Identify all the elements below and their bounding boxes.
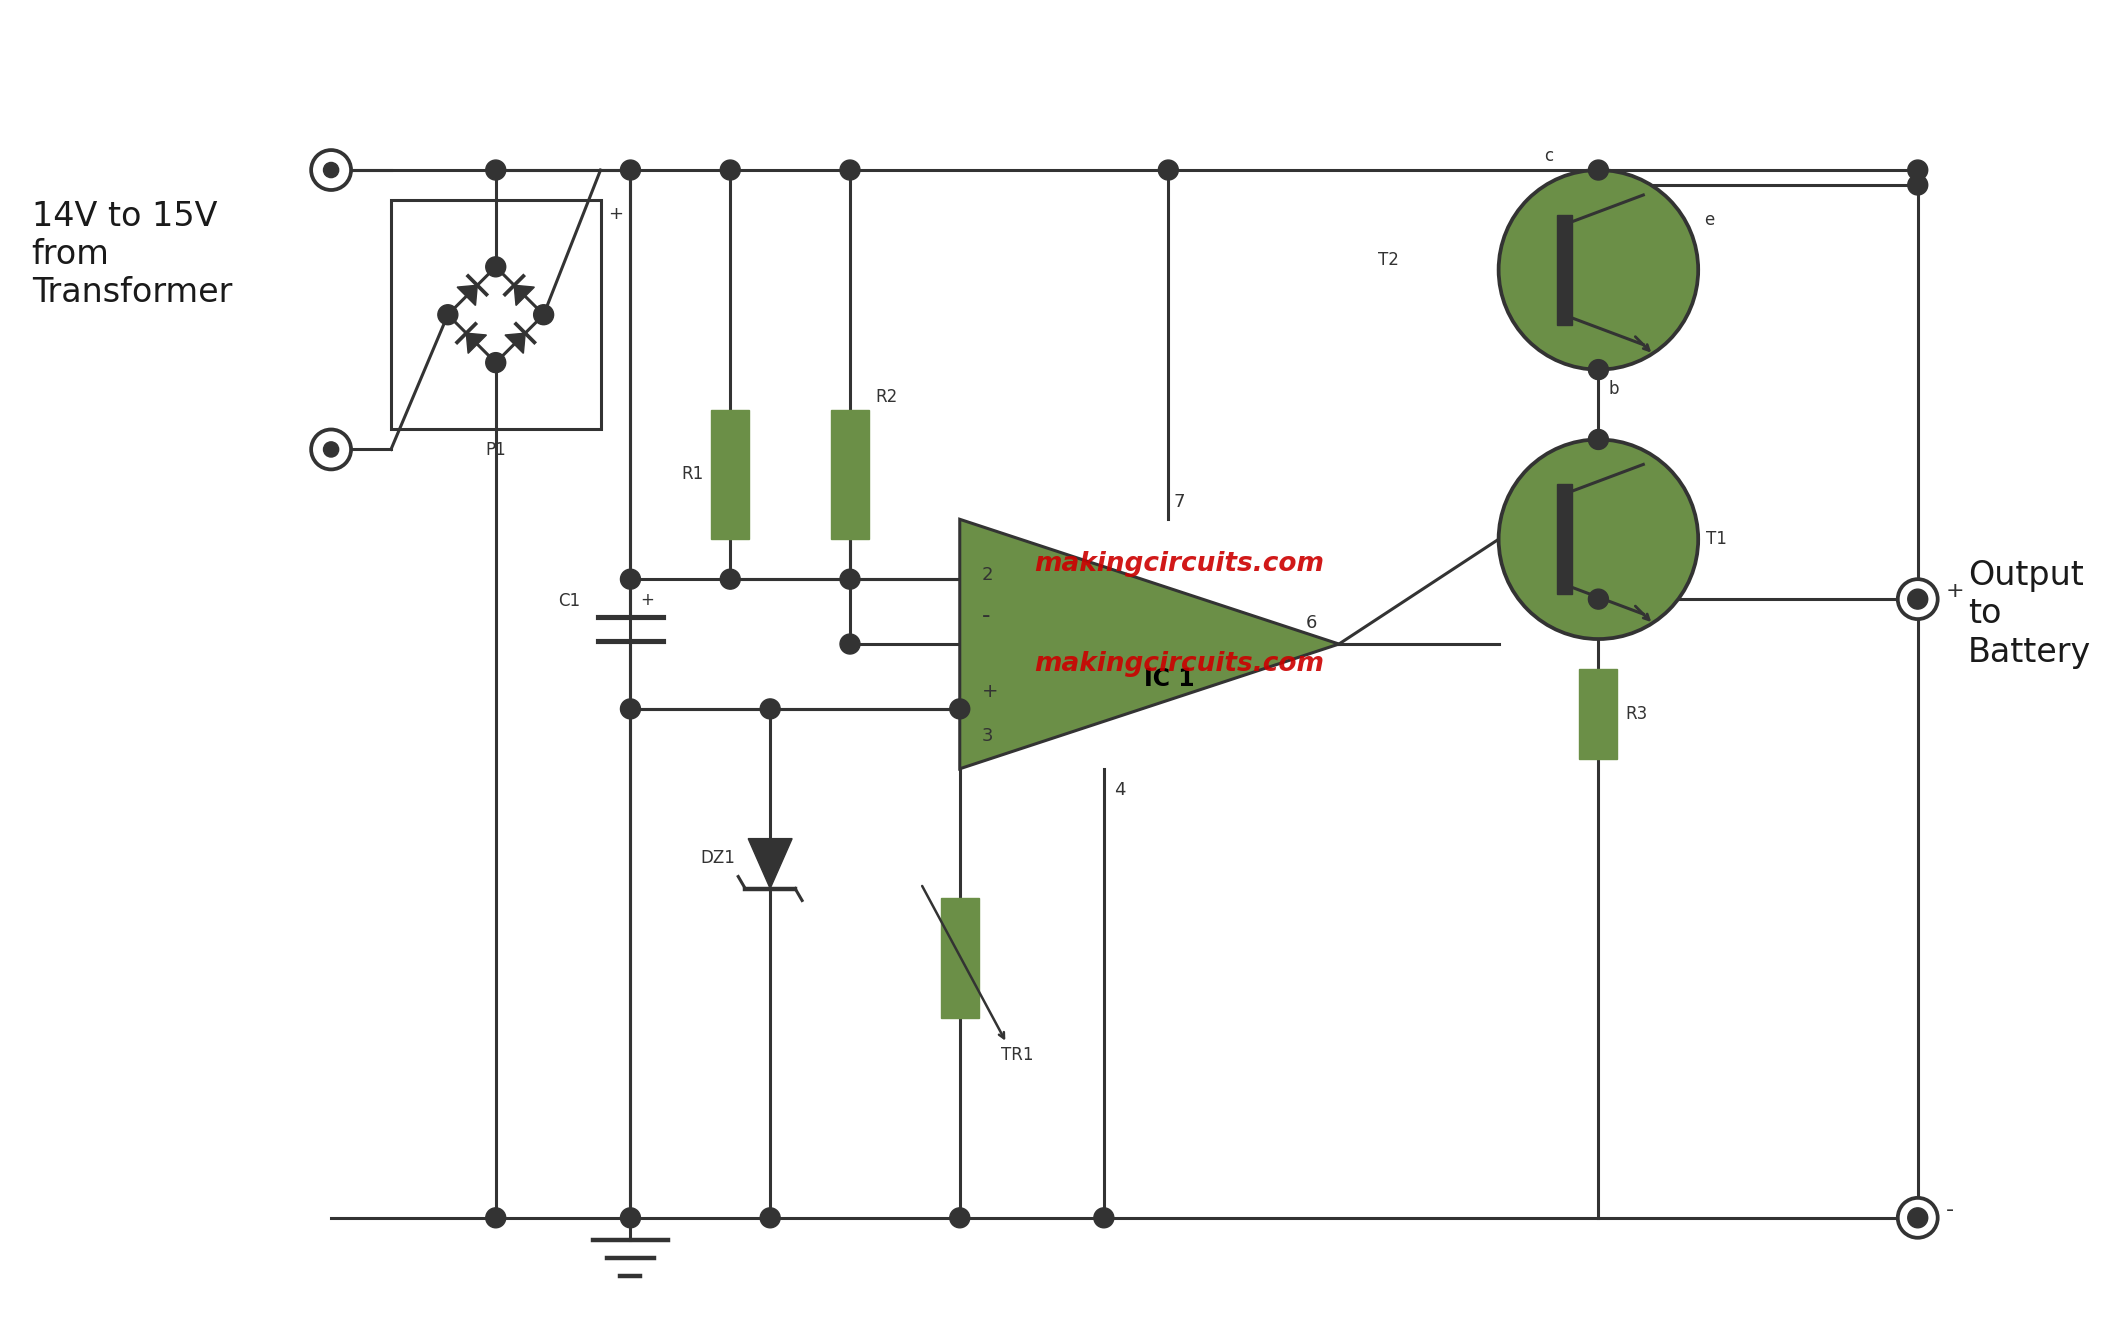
Circle shape	[486, 257, 505, 277]
Text: 7: 7	[1173, 493, 1184, 512]
Bar	[1558, 215, 1572, 324]
Circle shape	[620, 160, 641, 179]
Circle shape	[1589, 430, 1608, 450]
Text: T2: T2	[1377, 251, 1398, 269]
Circle shape	[951, 1208, 970, 1228]
Text: 3: 3	[982, 727, 993, 745]
Circle shape	[840, 160, 859, 179]
Text: +: +	[1946, 582, 1965, 601]
Circle shape	[437, 305, 458, 324]
Text: R3: R3	[1625, 704, 1647, 723]
Text: makingcircuits.com: makingcircuits.com	[1033, 551, 1324, 578]
Text: 14V to 15V
from
Transformer: 14V to 15V from Transformer	[32, 200, 231, 310]
Polygon shape	[467, 334, 486, 353]
Circle shape	[323, 162, 340, 178]
Circle shape	[1908, 160, 1927, 179]
Text: c: c	[1545, 146, 1553, 165]
Circle shape	[1897, 1198, 1937, 1237]
Text: T1: T1	[1706, 530, 1727, 549]
Circle shape	[323, 442, 340, 456]
Text: P1: P1	[486, 442, 507, 459]
Polygon shape	[959, 520, 1339, 769]
Circle shape	[1093, 1208, 1114, 1228]
Text: 4: 4	[1114, 781, 1125, 799]
Text: +: +	[641, 591, 654, 609]
Circle shape	[1589, 360, 1608, 380]
Circle shape	[1908, 175, 1927, 195]
Circle shape	[620, 699, 641, 719]
Circle shape	[1910, 591, 1925, 607]
Circle shape	[1589, 160, 1608, 179]
Circle shape	[486, 160, 505, 179]
Bar	[711, 409, 749, 539]
Text: -: -	[982, 604, 991, 628]
Polygon shape	[514, 285, 535, 306]
Text: C1: C1	[558, 592, 581, 611]
Circle shape	[620, 570, 641, 590]
Circle shape	[312, 150, 350, 190]
Circle shape	[1897, 579, 1937, 619]
Circle shape	[1908, 590, 1927, 609]
Circle shape	[719, 160, 741, 179]
Text: IC 1: IC 1	[1144, 667, 1195, 691]
Text: 6: 6	[1305, 615, 1318, 632]
Bar	[1558, 484, 1572, 594]
Circle shape	[1589, 590, 1608, 609]
Text: makingcircuits.com: makingcircuits.com	[1033, 652, 1324, 677]
Circle shape	[486, 1208, 505, 1228]
Bar	[832, 409, 868, 539]
Circle shape	[760, 699, 781, 719]
Polygon shape	[505, 334, 524, 353]
Text: +: +	[982, 682, 997, 700]
Text: Output
to
Battery: Output to Battery	[1967, 559, 2090, 669]
Text: +: +	[609, 204, 624, 223]
Text: 2: 2	[982, 566, 993, 584]
Circle shape	[840, 570, 859, 590]
Bar	[940, 898, 978, 1018]
Bar	[390, 200, 601, 430]
Bar	[1579, 669, 1617, 758]
Circle shape	[533, 305, 554, 324]
Text: TR1: TR1	[1002, 1046, 1033, 1064]
Circle shape	[486, 352, 505, 372]
Text: b: b	[1608, 380, 1619, 397]
Circle shape	[1498, 170, 1698, 369]
Circle shape	[1159, 160, 1178, 179]
Circle shape	[312, 430, 350, 470]
Text: -: -	[1946, 1200, 1954, 1220]
Polygon shape	[456, 285, 477, 306]
Circle shape	[1498, 439, 1698, 638]
Text: DZ1: DZ1	[700, 848, 734, 867]
Circle shape	[1910, 1211, 1925, 1225]
Circle shape	[620, 1208, 641, 1228]
Polygon shape	[749, 839, 792, 889]
Circle shape	[951, 699, 970, 719]
Text: R1: R1	[681, 466, 702, 483]
Circle shape	[840, 634, 859, 654]
Circle shape	[719, 570, 741, 590]
Circle shape	[1908, 1208, 1927, 1228]
Text: e: e	[1704, 211, 1715, 230]
Text: R2: R2	[874, 388, 898, 405]
Circle shape	[760, 1208, 781, 1228]
